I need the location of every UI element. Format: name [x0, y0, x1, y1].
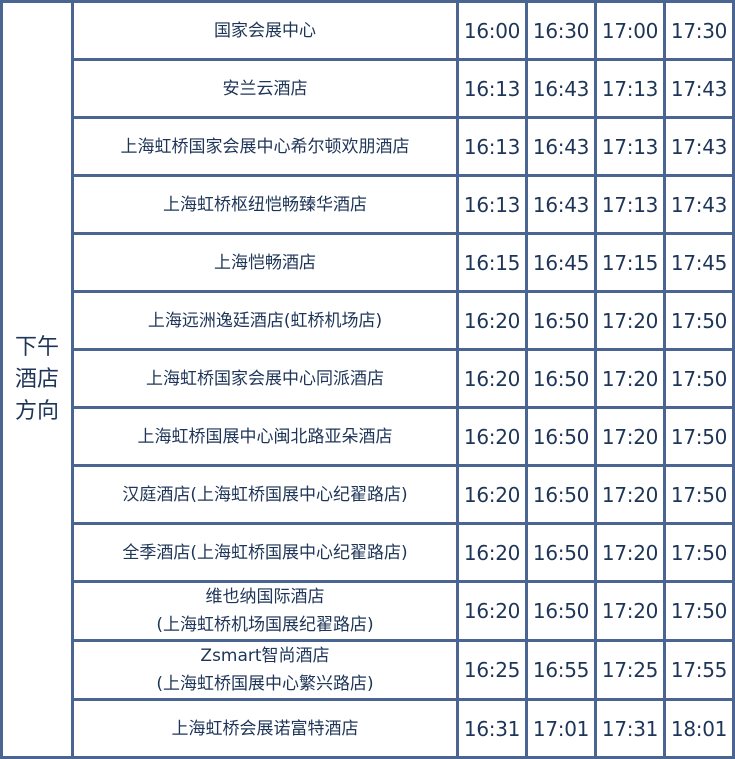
- departure-time-cell: 16:20: [456, 580, 528, 642]
- departure-time-cell: 17:50: [663, 580, 735, 642]
- hotel-name-cell: 安兰云酒店: [71, 58, 459, 119]
- hotel-name-cell: 上海虹桥国家会展中心希尔顿欢朋酒店: [71, 116, 459, 177]
- departure-time-cell: 17:50: [663, 290, 735, 351]
- table-row: 维也纳国际酒店 (上海虹桥机场国展纪翟路店) 16:20 16:50 17:20 17:5…: [2, 580, 735, 642]
- hotel-name-cell: 上海虹桥会展诺富特酒店: [71, 698, 459, 759]
- departure-time-cell: 16:55: [525, 639, 597, 701]
- departure-time-cell: 17:50: [663, 522, 735, 583]
- table-row: 上海虹桥会展诺富特酒店 16:31 17:01 17:31 18:01: [2, 698, 735, 759]
- departure-time-cell: 16:43: [525, 58, 597, 119]
- departure-time-cell: 17:43: [663, 174, 735, 235]
- departure-time-cell: 16:20: [456, 464, 528, 525]
- section-label-line: 酒店: [14, 366, 59, 392]
- hotel-name-line: 汉庭酒店(上海虹桥国展中心纪翟路店): [122, 484, 408, 505]
- departure-time-cell: 16:20: [456, 406, 528, 467]
- departure-time-cell: 16:13: [456, 58, 528, 119]
- departure-time-cell: 17:20: [594, 348, 666, 409]
- departure-time-cell: 17:31: [594, 698, 666, 759]
- departure-time-cell: 16:50: [525, 522, 597, 583]
- departure-time-cell: 16:00: [456, 0, 528, 61]
- hotel-name-line: 国家会展中心: [214, 20, 316, 41]
- departure-time-cell: 16:43: [525, 116, 597, 177]
- table-row: 上海远洲逸廷酒店(虹桥机场店) 16:20 16:50 17:20 17:50: [2, 290, 735, 351]
- departure-time-cell: 17:50: [663, 464, 735, 525]
- table-row: Zsmart智尚酒店 (上海虹桥国展中心繁兴路店) 16:25 16:55 17:25 1…: [2, 639, 735, 701]
- section-label: 下午 酒店 方向: [0, 0, 74, 759]
- departure-time-cell: 17:25: [594, 639, 666, 701]
- departure-time-cell: 17:13: [594, 116, 666, 177]
- table-row: 上海恺畅酒店 16:15 16:45 17:15 17:45: [2, 232, 735, 293]
- table-row: 上海虹桥枢纽恺畅臻华酒店 16:13 16:43 17:13 17:43: [2, 174, 735, 235]
- table-row: 安兰云酒店 16:13 16:43 17:13 17:43: [2, 58, 735, 119]
- table-row: 上海虹桥国展中心闽北路亚朵酒店 16:20 16:50 17:20 17:50: [2, 406, 735, 467]
- hotel-name-line: 上海虹桥会展诺富特酒店: [171, 718, 359, 739]
- departure-time-cell: 17:13: [594, 58, 666, 119]
- table-row: 上海虹桥国家会展中心希尔顿欢朋酒店 16:13 16:43 17:13 17:43: [2, 116, 735, 177]
- hotel-name-line: 上海虹桥枢纽恺畅臻华酒店: [163, 194, 367, 215]
- section-label-line: 方向: [14, 398, 59, 424]
- hotel-name-cell: 汉庭酒店(上海虹桥国展中心纪翟路店): [71, 464, 459, 525]
- departure-time-cell: 17:20: [594, 406, 666, 467]
- section-label-line: 下午: [14, 334, 59, 360]
- departure-time-cell: 16:50: [525, 464, 597, 525]
- departure-time-cell: 17:13: [594, 174, 666, 235]
- departure-time-cell: 16:15: [456, 232, 528, 293]
- departure-time-cell: 17:20: [594, 464, 666, 525]
- hotel-name-line: 上海虹桥国展中心闽北路亚朵酒店: [137, 426, 393, 447]
- hotel-name-line: 安兰云酒店: [222, 78, 308, 99]
- hotel-name-line: 上海远洲逸廷酒店(虹桥机场店): [147, 310, 383, 331]
- table-row: 汉庭酒店(上海虹桥国展中心纪翟路店) 16:20 16:50 17:20 17:50: [2, 464, 735, 525]
- departure-time-cell: 17:20: [594, 522, 666, 583]
- departure-time-cell: 16:13: [456, 116, 528, 177]
- hotel-name-line: 上海虹桥国家会展中心希尔顿欢朋酒店: [120, 136, 410, 157]
- departure-time-cell: 17:43: [663, 116, 735, 177]
- departure-time-cell: 16:50: [525, 290, 597, 351]
- departure-time-cell: 17:01: [525, 698, 597, 759]
- hotel-name-cell: 全季酒店(上海虹桥国展中心纪翟路店): [71, 522, 459, 583]
- hotel-name-cell: 上海远洲逸廷酒店(虹桥机场店): [71, 290, 459, 351]
- hotel-name-line: (上海虹桥机场国展纪翟路店): [156, 615, 374, 635]
- hotel-name-cell: 上海虹桥国家会展中心同派酒店: [71, 348, 459, 409]
- departure-time-cell: 17:50: [663, 406, 735, 467]
- hotel-name-line: 全季酒店(上海虹桥国展中心纪翟路店): [122, 542, 408, 563]
- departure-time-cell: 18:01: [663, 698, 735, 759]
- departure-time-cell: 16:20: [456, 348, 528, 409]
- departure-time-cell: 16:20: [456, 290, 528, 351]
- hotel-name-cell: Zsmart智尚酒店 (上海虹桥国展中心繁兴路店): [71, 639, 459, 701]
- hotel-name-cell: 国家会展中心: [71, 0, 459, 61]
- departure-time-cell: 17:30: [663, 0, 735, 61]
- departure-time-cell: 17:45: [663, 232, 735, 293]
- departure-time-cell: 17:43: [663, 58, 735, 119]
- departure-time-cell: 16:30: [525, 0, 597, 61]
- departure-time-cell: 16:50: [525, 348, 597, 409]
- hotel-name-line: (上海虹桥国展中心繁兴路店): [156, 674, 374, 694]
- departure-time-cell: 16:45: [525, 232, 597, 293]
- table-row: 全季酒店(上海虹桥国展中心纪翟路店) 16:20 16:50 17:20 17:50: [2, 522, 735, 583]
- hotel-name-line: 上海恺畅酒店: [214, 252, 316, 273]
- departure-time-cell: 16:50: [525, 406, 597, 467]
- departure-time-cell: 16:13: [456, 174, 528, 235]
- hotel-name-cell: 上海虹桥国展中心闽北路亚朵酒店: [71, 406, 459, 467]
- departure-time-cell: 17:50: [663, 348, 735, 409]
- departure-time-cell: 16:50: [525, 580, 597, 642]
- departure-time-cell: 16:31: [456, 698, 528, 759]
- table-row: 上海虹桥国家会展中心同派酒店 16:20 16:50 17:20 17:50: [2, 348, 735, 409]
- departure-time-cell: 17:20: [594, 290, 666, 351]
- hotel-name-line: 维也纳国际酒店: [205, 587, 325, 607]
- departure-time-cell: 17:00: [594, 0, 666, 61]
- hotel-name-cell: 维也纳国际酒店 (上海虹桥机场国展纪翟路店): [71, 580, 459, 642]
- hotel-name-line: 上海虹桥国家会展中心同派酒店: [146, 368, 384, 389]
- departure-time-cell: 17:55: [663, 639, 735, 701]
- departure-time-cell: 17:20: [594, 580, 666, 642]
- hotel-name-cell: 上海恺畅酒店: [71, 232, 459, 293]
- hotel-name-line: Zsmart智尚酒店: [200, 646, 330, 666]
- hotel-name-cell: 上海虹桥枢纽恺畅臻华酒店: [71, 174, 459, 235]
- departure-time-cell: 16:43: [525, 174, 597, 235]
- departure-time-cell: 17:15: [594, 232, 666, 293]
- departure-time-cell: 16:25: [456, 639, 528, 701]
- departure-time-cell: 16:20: [456, 522, 528, 583]
